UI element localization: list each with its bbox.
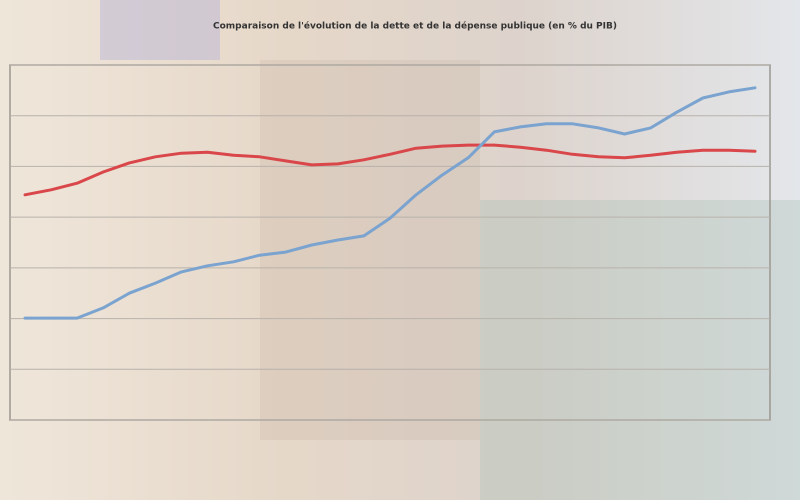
banknote-shade — [100, 0, 220, 60]
line-series — [23, 86, 757, 320]
banknote-shade — [480, 200, 800, 500]
line-series — [23, 143, 757, 197]
chart-title: Comparaison de l'évolution de la dette e… — [213, 21, 617, 32]
